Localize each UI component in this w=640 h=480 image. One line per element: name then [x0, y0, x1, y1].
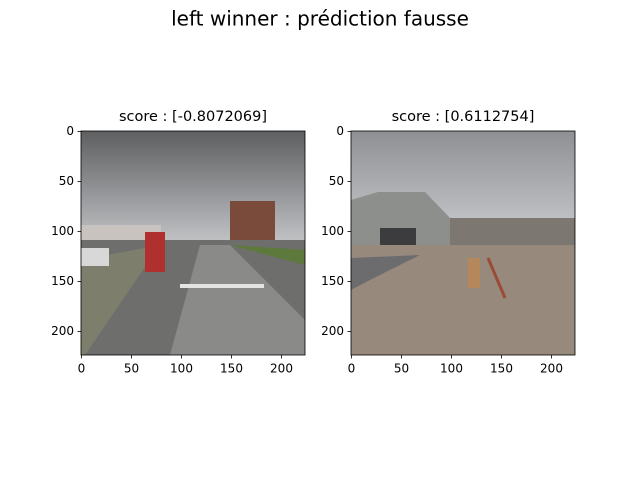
x-tick-label: 0	[348, 362, 356, 376]
y-tick-label: 100	[321, 224, 344, 238]
construction-photo	[351, 131, 575, 355]
y-tick-label: 50	[329, 174, 344, 188]
x-tick-label: 200	[540, 362, 563, 376]
x-tick-label: 200	[270, 362, 293, 376]
y-tick-label: 200	[321, 324, 344, 338]
x-tick-label: 150	[220, 362, 243, 376]
axes-frame	[350, 130, 576, 356]
figure-title: left winner : prédiction fausse	[171, 7, 469, 31]
x-tick-label: 50	[124, 362, 139, 376]
y-tick-label: 0	[66, 124, 74, 138]
y-tick-label: 50	[59, 174, 74, 188]
y-tick-label: 150	[321, 274, 344, 288]
y-tick-label: 150	[51, 274, 74, 288]
axes-title: score : [0.6112754]	[392, 109, 535, 125]
x-tick-label: 100	[170, 362, 193, 376]
y-tick-label: 100	[51, 224, 74, 238]
street-photo	[81, 131, 305, 355]
x-tick-label: 50	[394, 362, 409, 376]
axes-title: score : [-0.8072069]	[119, 109, 267, 125]
y-tick-label: 0	[336, 124, 344, 138]
x-tick-label: 0	[78, 362, 86, 376]
y-tick-label: 200	[51, 324, 74, 338]
x-tick-label: 100	[440, 362, 463, 376]
axes-frame	[80, 130, 306, 356]
x-tick-label: 150	[490, 362, 513, 376]
